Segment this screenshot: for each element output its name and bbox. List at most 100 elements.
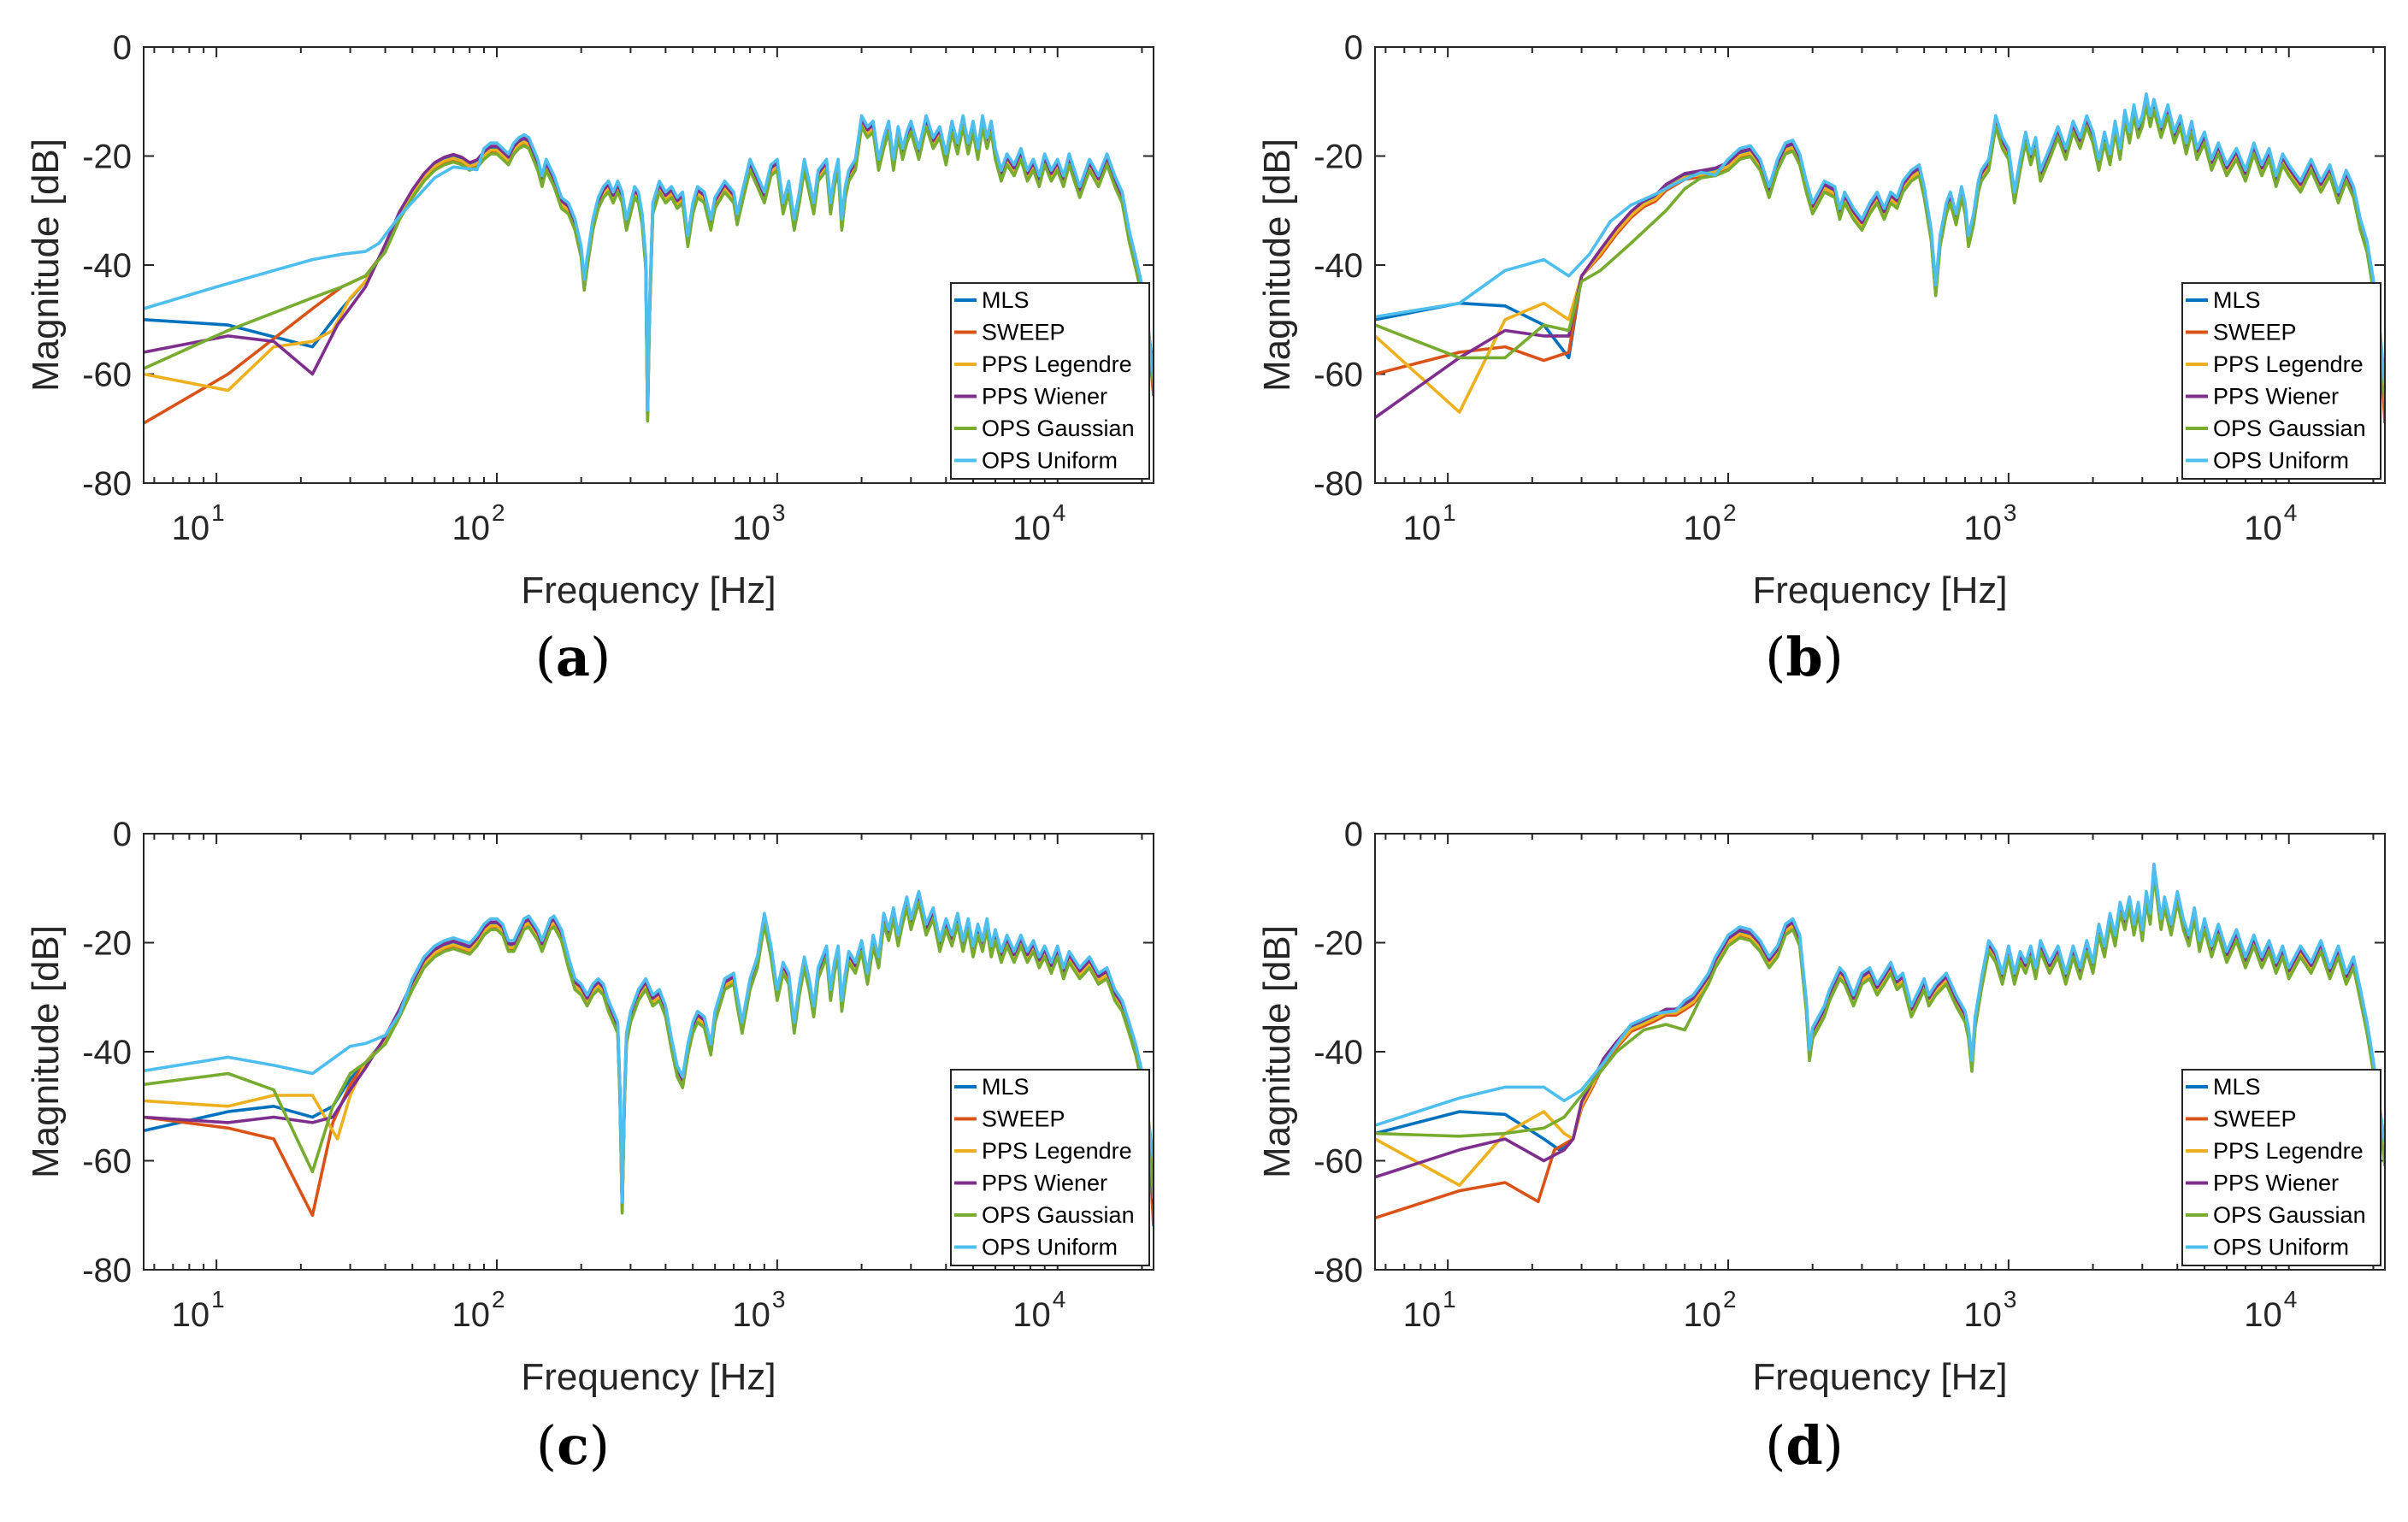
x-tick-label: 10 <box>1403 510 1442 547</box>
series-line-ops-uniform <box>144 114 1154 412</box>
x-tick-exponent: 3 <box>2004 1286 2017 1313</box>
x-tick-exponent: 2 <box>492 1286 505 1313</box>
y-tick-label: -20 <box>82 139 132 176</box>
x-tick-exponent: 4 <box>2284 499 2298 526</box>
axes-box <box>1374 46 2386 484</box>
x-tick-label: 10 <box>2244 510 2282 547</box>
legend-label: PPS Wiener <box>2213 1171 2339 1196</box>
series-line-ops-gaussian <box>144 900 1154 1215</box>
y-tick-label: 0 <box>113 29 132 67</box>
y-tick-label: 0 <box>1344 29 1363 67</box>
y-tick-label: 0 <box>113 816 132 853</box>
x-axis-title: Frequency [Hz] <box>1752 569 2007 611</box>
y-tick-label: -60 <box>1313 1143 1363 1181</box>
y-tick-label: -80 <box>1313 1252 1363 1289</box>
y-tick-label: -40 <box>82 247 132 285</box>
y-axis-title: Magnitude [dB] <box>1256 925 1298 1178</box>
axes-box <box>1374 833 2386 1271</box>
axes-box <box>143 833 1154 1271</box>
legend-box <box>2181 1069 2381 1266</box>
x-axis-title: Frequency [Hz] <box>521 569 776 611</box>
y-tick-label: 0 <box>1344 816 1363 853</box>
x-tick-label: 10 <box>1012 1296 1051 1334</box>
y-tick-label: -80 <box>82 1252 132 1289</box>
legend-label: PPS Wiener <box>2213 384 2339 410</box>
legend-box <box>2181 282 2381 480</box>
legend-label: OPS Uniform <box>2213 448 2349 474</box>
series-group <box>1375 862 2385 1220</box>
series-line-ops-gaussian <box>144 125 1154 423</box>
x-tick-exponent: 2 <box>1723 499 1737 526</box>
x-tick-exponent: 4 <box>1053 499 1066 526</box>
y-axis-title: Magnitude [dB] <box>25 925 67 1178</box>
x-tick-exponent: 2 <box>492 499 505 526</box>
y-tick-label: -20 <box>1313 139 1363 176</box>
x-tick-exponent: 3 <box>2004 499 2017 526</box>
legend-label: MLS <box>982 1074 1030 1100</box>
x-tick-exponent: 4 <box>1053 1286 1066 1313</box>
x-axis-title: Frequency [Hz] <box>1752 1356 2007 1398</box>
legend-label: OPS Uniform <box>982 1235 1118 1260</box>
legend-label: OPS Gaussian <box>2213 1202 2366 1228</box>
x-tick-label: 10 <box>1403 1296 1442 1334</box>
panel-caption: (b) <box>1765 626 1844 688</box>
x-tick-exponent: 1 <box>1443 499 1456 526</box>
panel-caption-letter: b <box>1785 626 1822 688</box>
y-tick-label: -60 <box>82 357 132 394</box>
series-line-ops-uniform <box>144 889 1154 1204</box>
series-line-ops-gaussian <box>1375 873 2385 1167</box>
legend-label: OPS Uniform <box>2213 1235 2349 1260</box>
legend-label: PPS Legendre <box>2213 1138 2364 1164</box>
legend-label: OPS Gaussian <box>982 416 1135 441</box>
series-line-ops-gaussian <box>1375 103 2385 402</box>
x-tick-label: 10 <box>452 1296 490 1334</box>
x-axis-title: Frequency [Hz] <box>521 1356 776 1398</box>
y-tick-label: -80 <box>1313 465 1363 503</box>
x-tick-label: 10 <box>1683 510 1721 547</box>
series-group <box>144 114 1154 425</box>
x-tick-exponent: 3 <box>772 1286 786 1313</box>
x-tick-exponent: 1 <box>1443 1286 1456 1313</box>
y-tick-label: -40 <box>1313 1034 1363 1071</box>
y-tick-label: -80 <box>82 465 132 503</box>
x-tick-label: 10 <box>2244 1296 2282 1334</box>
legend-label: SWEEP <box>982 1106 1065 1132</box>
x-tick-label: 10 <box>732 1296 770 1334</box>
x-tick-label: 10 <box>172 1296 210 1334</box>
legend-label: SWEEP <box>2213 1106 2297 1132</box>
axes-box <box>143 46 1154 484</box>
legend-label: PPS Legendre <box>982 351 1132 377</box>
x-tick-label: 10 <box>732 510 770 547</box>
y-tick-label: -40 <box>82 1034 132 1071</box>
legend-label: PPS Legendre <box>2213 351 2364 377</box>
x-tick-label: 10 <box>172 510 210 547</box>
y-tick-label: -20 <box>82 925 132 963</box>
legend: MLS SWEEP PPS Legendre PPS Wiener OPS Gaussi… <box>950 1069 1150 1266</box>
series-line-ops-uniform <box>1375 862 2385 1145</box>
series-line-ops-uniform <box>1375 92 2385 386</box>
series-group <box>144 889 1154 1227</box>
x-tick-label: 10 <box>452 510 490 547</box>
x-tick-exponent: 3 <box>772 499 786 526</box>
x-tick-label: 10 <box>1683 1296 1721 1334</box>
x-tick-label: 10 <box>1963 1296 2002 1334</box>
y-tick-label: -40 <box>1313 247 1363 285</box>
y-tick-label: -20 <box>1313 925 1363 963</box>
legend-label: MLS <box>2213 1074 2261 1100</box>
x-tick-label: 10 <box>1012 510 1051 547</box>
legend-label: MLS <box>982 287 1030 313</box>
legend-label: PPS Wiener <box>982 1171 1107 1196</box>
x-tick-exponent: 1 <box>211 499 225 526</box>
legend-label: PPS Wiener <box>982 384 1107 410</box>
y-axis-title: Magnitude [dB] <box>1256 139 1298 392</box>
panel-caption: (a) <box>535 626 611 688</box>
legend: MLS SWEEP PPS Legendre PPS Wiener OPS Gaussi… <box>2181 1069 2381 1266</box>
legend-box <box>950 1069 1150 1266</box>
x-tick-exponent: 2 <box>1723 1286 1737 1313</box>
legend-label: SWEEP <box>2213 320 2297 345</box>
